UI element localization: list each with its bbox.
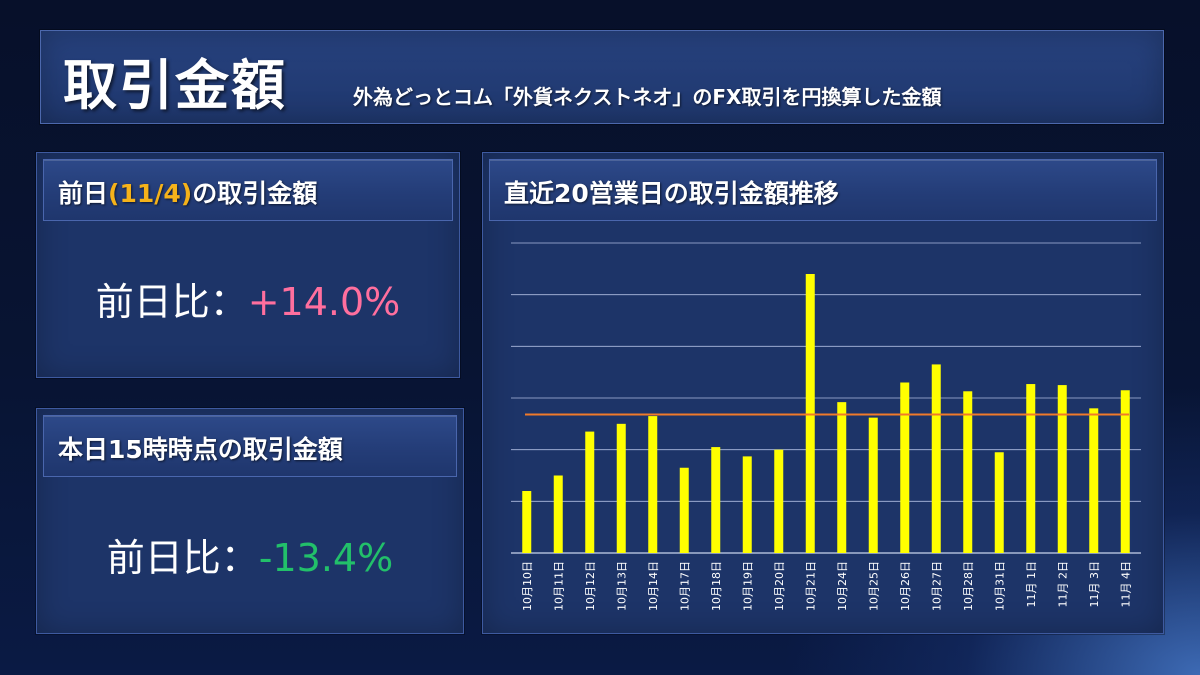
x-tick-label: 10月31日	[993, 561, 1006, 611]
today-change-value: -13.4%	[258, 536, 394, 580]
bar	[585, 431, 595, 553]
prev-day-change-value: +14.0%	[247, 280, 401, 324]
chart-panel-header: 直近20営業日の取引金額推移	[489, 159, 1157, 221]
bar	[742, 456, 752, 553]
x-tick-label: 10月24日	[836, 561, 849, 611]
bar	[616, 423, 626, 553]
x-tick-label: 10月18日	[710, 561, 723, 611]
chart-panel: 直近20営業日の取引金額推移 10月10日 10月11日 10月12日 10月13日 1…	[482, 152, 1164, 634]
title-bar: 取引金額 外為どっとコム「外貨ネクストネオ」のFX取引を円換算した金額	[40, 30, 1164, 124]
bar	[931, 364, 941, 553]
x-tick-label: 10月12日	[584, 561, 597, 611]
bar	[1057, 385, 1067, 553]
page-title: 取引金額	[63, 54, 287, 117]
bar	[868, 417, 878, 553]
today-panel-title: 本日15時時点の取引金額	[58, 435, 343, 464]
bar	[1026, 384, 1036, 553]
bar	[711, 447, 721, 553]
prev-day-change-label: 前日比：	[95, 280, 248, 324]
x-tick-label: 11月 2日	[1056, 561, 1069, 608]
bar	[1089, 408, 1099, 553]
chart-title: 直近20営業日の取引金額推移	[504, 179, 839, 208]
bar	[553, 475, 563, 553]
prev-day-panel-header: 前日(11/4)の取引金額	[43, 159, 453, 221]
x-tick-label: 11月 4日	[1119, 561, 1132, 608]
x-tick-label: 10月26日	[899, 561, 912, 611]
prev-day-panel: 前日(11/4)の取引金額 前日比：+14.0%	[36, 152, 460, 378]
prev-day-panel-title: 前日(11/4)の取引金額	[58, 174, 317, 210]
x-tick-label: 10月20日	[773, 561, 786, 611]
bar	[963, 391, 973, 553]
bar	[1120, 390, 1130, 553]
bar	[837, 402, 847, 553]
today-change: 前日比：-13.4%	[37, 527, 463, 582]
x-tick-label: 10月28日	[962, 561, 975, 611]
x-tick-label: 10月27日	[930, 561, 943, 611]
x-tick-label: 11月 3日	[1088, 561, 1101, 608]
bar	[648, 416, 658, 553]
x-tick-label: 11月 1日	[1025, 561, 1038, 608]
bar	[679, 467, 689, 553]
x-tick-label: 10月11日	[552, 561, 565, 611]
x-tick-label: 10月10日	[521, 561, 534, 611]
bar	[774, 449, 784, 553]
x-tick-label: 10月13日	[615, 561, 628, 611]
bar	[900, 382, 910, 553]
today-change-label: 前日比：	[106, 536, 259, 580]
prev-day-title-post: の取引金額	[192, 179, 318, 208]
today-panel-header: 本日15時時点の取引金額	[43, 415, 457, 477]
x-tick-label: 10月17日	[678, 561, 691, 611]
bar	[994, 452, 1004, 553]
x-tick-label: 10月19日	[741, 561, 754, 611]
today-panel: 本日15時時点の取引金額 前日比：-13.4%	[36, 408, 464, 634]
bar	[805, 274, 815, 553]
x-tick-label: 10月14日	[647, 561, 660, 611]
x-tick-label: 10月25日	[867, 561, 880, 611]
bar	[522, 491, 532, 553]
page-subtitle: 外為どっとコム「外貨ネクストネオ」のFX取引を円換算した金額	[353, 85, 942, 109]
prev-day-title-date: (11/4)	[108, 179, 193, 208]
prev-day-title-pre: 前日	[58, 179, 109, 208]
x-tick-label: 10月21日	[804, 561, 817, 611]
bar-chart: 10月10日 10月11日 10月12日 10月13日 10月14日 10月17日 10月1…	[511, 242, 1141, 611]
prev-day-change: 前日比：+14.0%	[37, 271, 459, 326]
